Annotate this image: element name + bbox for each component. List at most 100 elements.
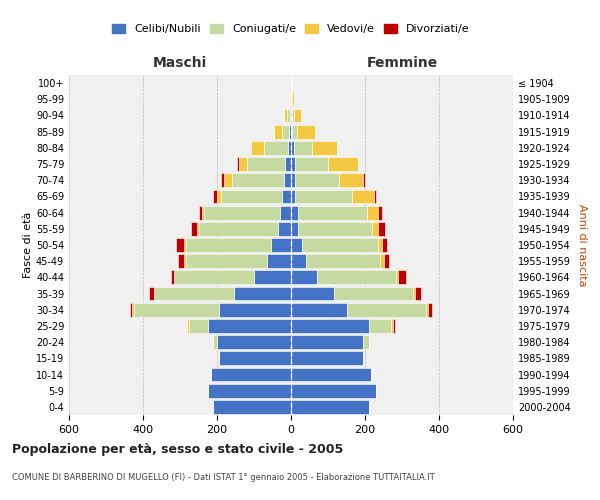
Bar xyxy=(292,92,293,106)
Bar xyxy=(219,352,291,365)
Bar xyxy=(295,190,352,203)
Bar xyxy=(214,400,291,414)
Bar xyxy=(221,190,282,203)
Y-axis label: Anni di nascita: Anni di nascita xyxy=(577,204,587,286)
Bar xyxy=(413,286,415,300)
Bar xyxy=(291,286,334,300)
Bar xyxy=(378,238,382,252)
Bar xyxy=(382,238,387,252)
Bar xyxy=(187,319,189,333)
Bar xyxy=(291,254,306,268)
Bar xyxy=(302,238,378,252)
Y-axis label: Fasce di età: Fasce di età xyxy=(23,212,33,278)
Bar xyxy=(290,92,291,106)
Bar xyxy=(291,92,292,106)
Text: Maschi: Maschi xyxy=(153,56,207,70)
Bar xyxy=(391,319,393,333)
Bar xyxy=(291,157,295,171)
Bar xyxy=(291,352,363,365)
Bar xyxy=(233,286,291,300)
Bar xyxy=(184,238,185,252)
Bar xyxy=(291,108,292,122)
Bar xyxy=(278,222,291,235)
Bar xyxy=(224,174,232,187)
Bar xyxy=(292,125,297,138)
Bar xyxy=(347,303,426,316)
Bar xyxy=(199,206,202,220)
Bar xyxy=(284,174,291,187)
Bar xyxy=(254,270,291,284)
Bar xyxy=(132,303,134,316)
Bar xyxy=(378,222,385,235)
Bar xyxy=(217,336,291,349)
Bar xyxy=(295,157,328,171)
Bar xyxy=(398,270,406,284)
Bar xyxy=(175,270,254,284)
Bar xyxy=(383,254,389,268)
Bar xyxy=(339,174,363,187)
Bar xyxy=(189,319,208,333)
Bar xyxy=(373,222,378,235)
Bar xyxy=(363,174,365,187)
Bar xyxy=(298,222,373,235)
Bar xyxy=(291,174,295,187)
Bar xyxy=(291,125,292,138)
Bar xyxy=(274,125,282,138)
Bar xyxy=(291,303,347,316)
Bar xyxy=(378,206,382,220)
Bar xyxy=(293,108,301,122)
Bar xyxy=(287,108,290,122)
Bar xyxy=(197,222,199,235)
Bar xyxy=(363,336,368,349)
Bar xyxy=(185,254,267,268)
Bar xyxy=(247,157,286,171)
Bar xyxy=(217,190,221,203)
Bar xyxy=(294,141,313,154)
Bar xyxy=(284,108,287,122)
Bar xyxy=(291,238,302,252)
Bar xyxy=(282,125,289,138)
Bar xyxy=(297,125,316,138)
Bar xyxy=(202,206,204,220)
Bar xyxy=(291,384,376,398)
Bar xyxy=(291,336,363,349)
Bar xyxy=(176,238,184,252)
Bar xyxy=(291,400,369,414)
Legend: Celibi/Nubili, Coniugati/e, Vedovi/e, Divorziati/e: Celibi/Nubili, Coniugati/e, Vedovi/e, Di… xyxy=(108,20,474,38)
Bar xyxy=(291,222,298,235)
Bar xyxy=(397,270,398,284)
Bar xyxy=(289,125,291,138)
Bar xyxy=(214,190,217,203)
Bar xyxy=(291,76,292,90)
Bar xyxy=(171,270,175,284)
Bar xyxy=(367,206,378,220)
Bar xyxy=(289,92,290,106)
Bar xyxy=(291,206,298,220)
Bar xyxy=(280,206,291,220)
Bar xyxy=(306,254,380,268)
Bar xyxy=(214,336,217,349)
Bar xyxy=(298,206,367,220)
Bar xyxy=(369,319,391,333)
Bar xyxy=(313,141,337,154)
Bar xyxy=(178,254,184,268)
Bar xyxy=(334,286,413,300)
Bar xyxy=(185,238,271,252)
Bar xyxy=(149,286,154,300)
Bar xyxy=(286,157,291,171)
Bar xyxy=(295,174,339,187)
Bar xyxy=(204,206,280,220)
Bar xyxy=(282,190,291,203)
Bar xyxy=(291,141,294,154)
Bar xyxy=(219,303,291,316)
Bar xyxy=(328,157,358,171)
Bar xyxy=(291,319,369,333)
Bar xyxy=(415,286,421,300)
Bar xyxy=(251,141,264,154)
Bar xyxy=(208,319,291,333)
Bar xyxy=(393,319,395,333)
Text: Femmine: Femmine xyxy=(367,56,437,70)
Bar xyxy=(292,108,293,122)
Bar xyxy=(154,286,233,300)
Bar xyxy=(267,254,291,268)
